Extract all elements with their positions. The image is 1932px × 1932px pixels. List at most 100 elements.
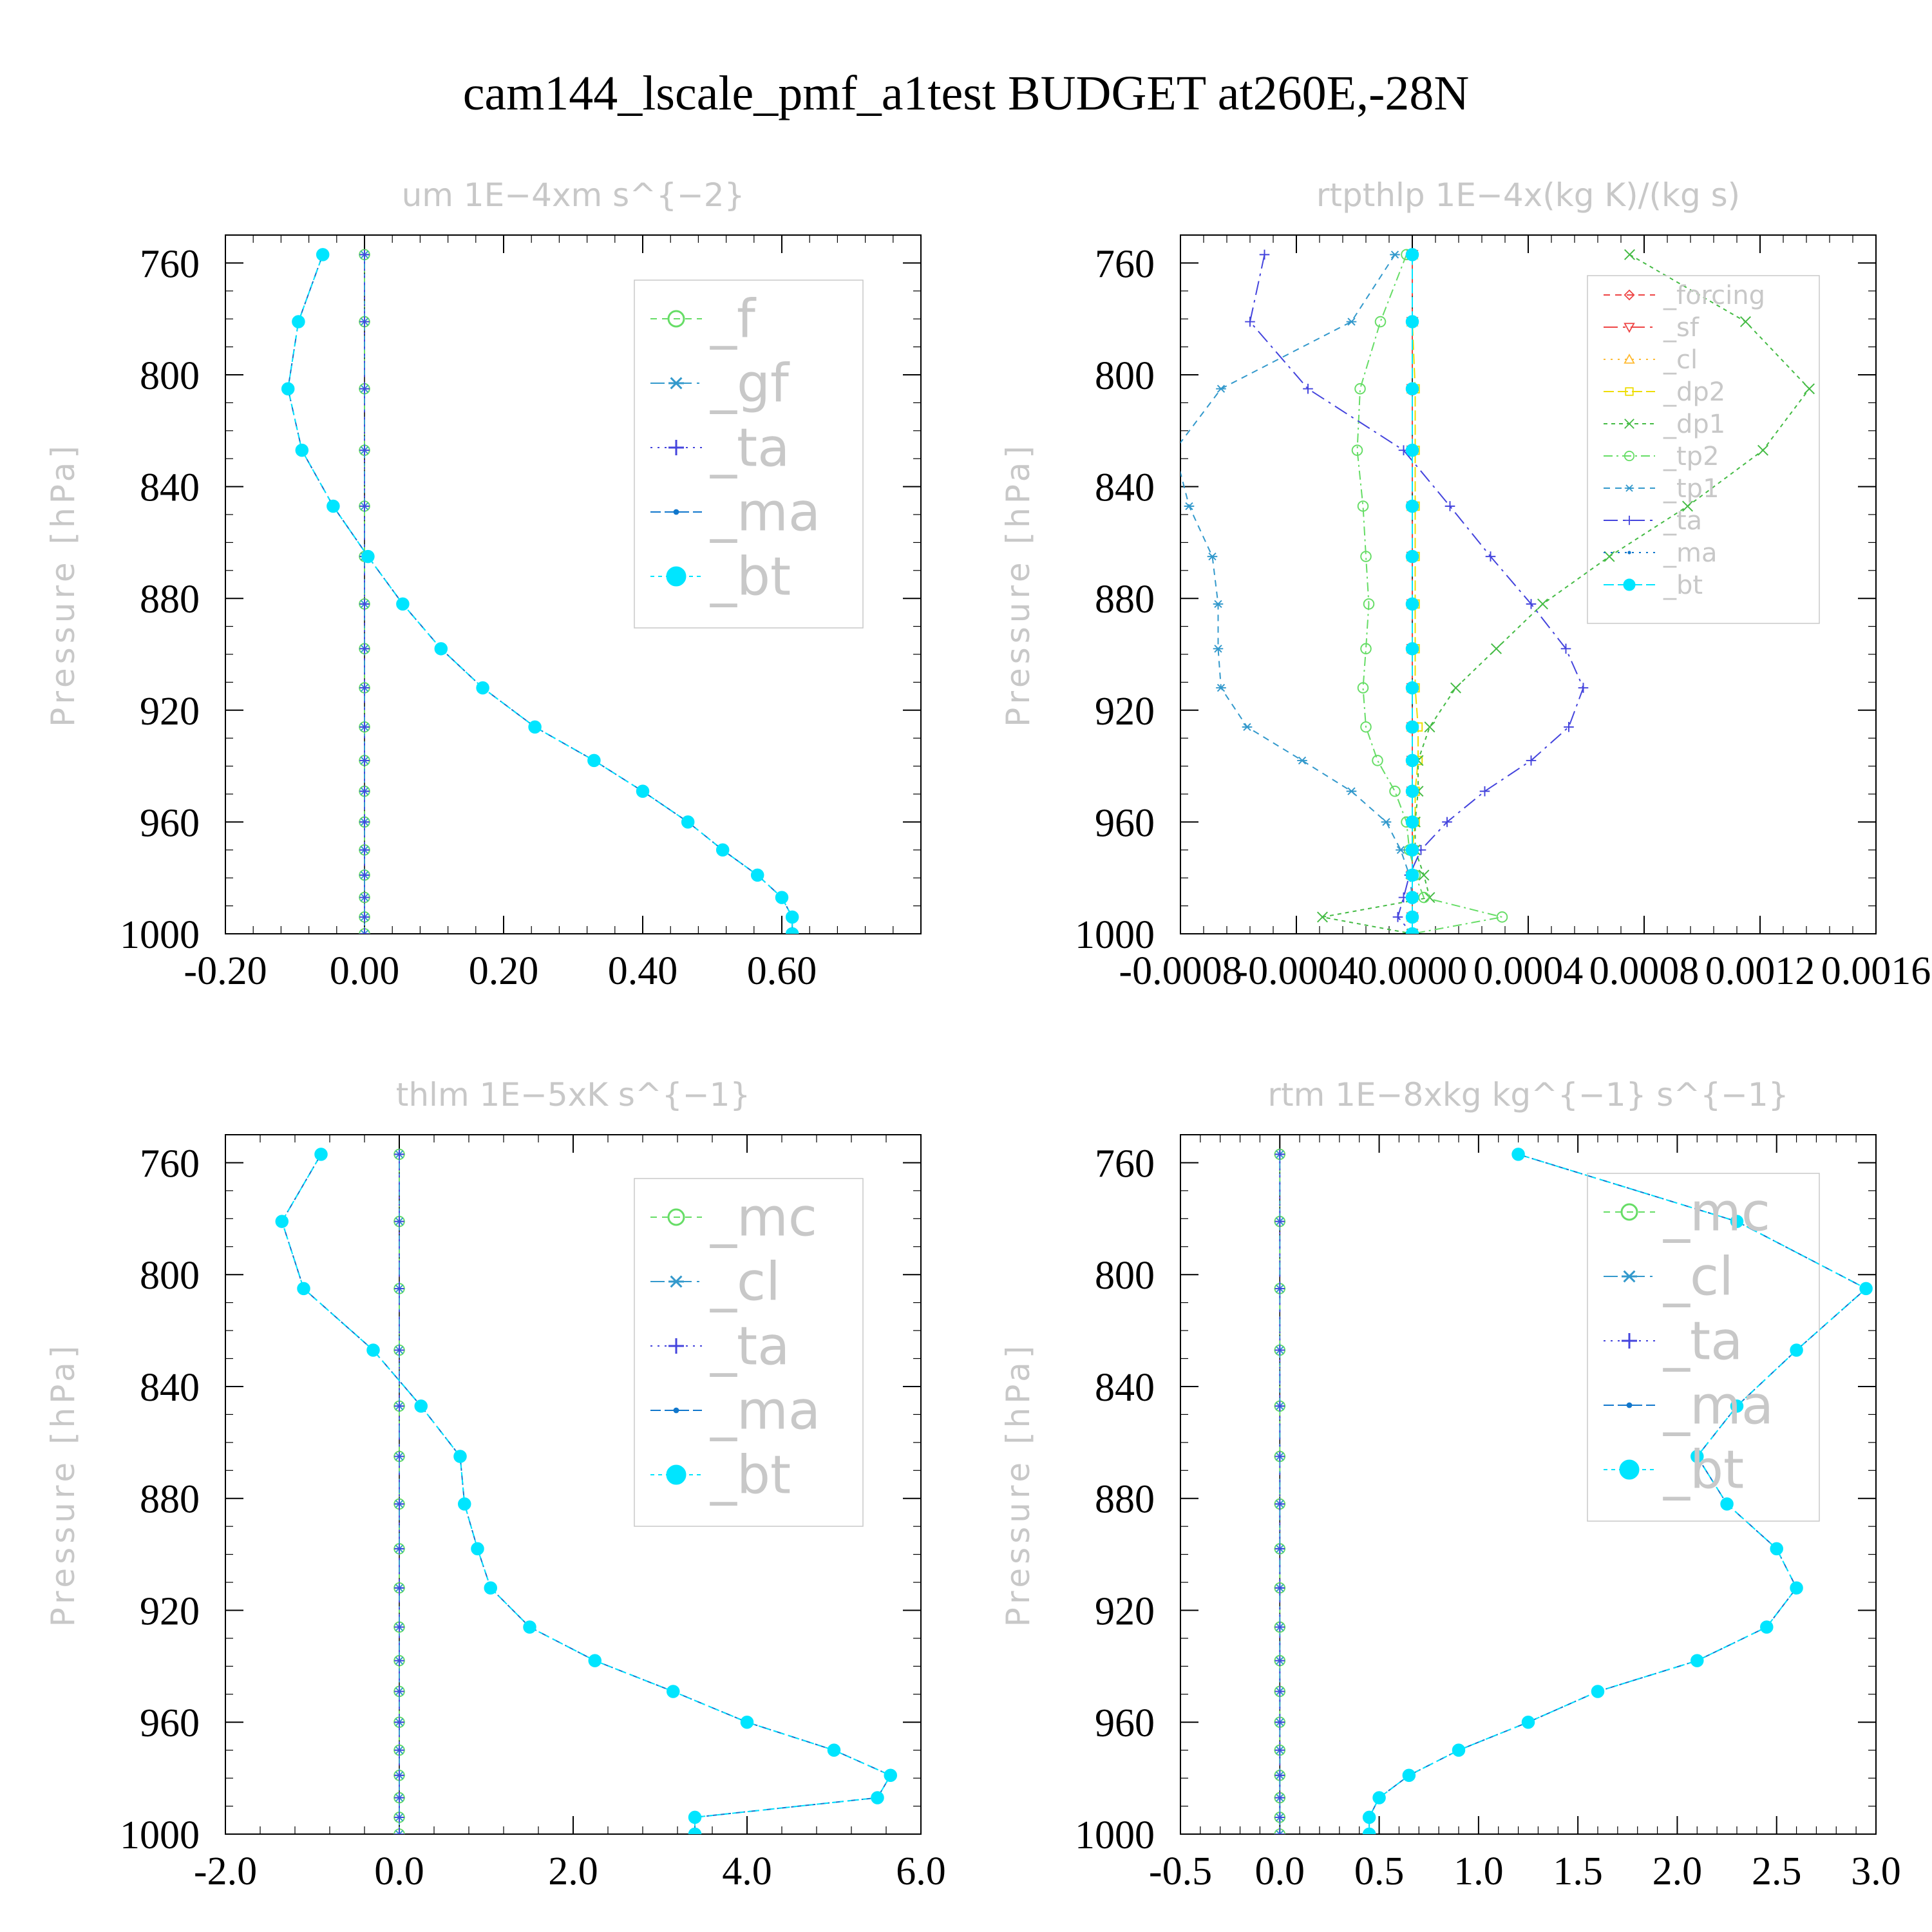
x-tick-label: -0.0008	[1119, 949, 1242, 993]
data-point	[1303, 383, 1313, 394]
data-point	[523, 1620, 536, 1634]
data-point	[1757, 444, 1768, 456]
data-point	[1526, 755, 1537, 766]
legend-item: _ma	[1604, 538, 1717, 568]
data-point	[396, 597, 410, 611]
x-tick-label: 3.0	[1851, 1850, 1901, 1893]
legend-label: _dp1	[1663, 410, 1725, 439]
y-tick-label: 800	[140, 354, 200, 398]
y-tick-label: 960	[140, 801, 200, 845]
panels: um 1E−4xm s^{−2} Pressure [hPa] 760 800 840 8…	[44, 176, 1931, 1893]
y-tick-label: 840	[140, 466, 200, 510]
data-point	[394, 1544, 404, 1554]
legend-box	[1587, 275, 1820, 624]
data-point	[1450, 682, 1461, 694]
x-tick-label: 2.5	[1752, 1850, 1802, 1893]
data-point	[1372, 1791, 1386, 1804]
data-point	[1362, 1827, 1376, 1834]
legend-label: _tp2	[1663, 442, 1719, 471]
data-point	[1360, 551, 1372, 562]
data-point	[1346, 317, 1357, 326]
data-point	[359, 249, 370, 260]
data-point	[1274, 1745, 1285, 1756]
data-point	[394, 1792, 404, 1803]
y-axis-label: Pressure [hPa]	[44, 442, 82, 727]
data-point	[688, 1827, 702, 1834]
legend-item: _cl	[650, 1252, 781, 1313]
data-point	[1381, 818, 1392, 826]
data-point	[1740, 316, 1751, 328]
data-point	[453, 1450, 467, 1463]
legend-item: _tp2	[1604, 442, 1719, 471]
y-tick-label: 920	[1095, 1589, 1155, 1633]
x-tick-label: 2.0	[1653, 1850, 1703, 1893]
y-tick-label: 960	[140, 1701, 200, 1745]
x-tick-label: 0.0004	[1473, 949, 1584, 993]
data-point	[1405, 443, 1419, 457]
data-point	[1405, 642, 1419, 656]
data-point	[1405, 315, 1419, 328]
series-group	[275, 1148, 897, 1834]
data-point	[1207, 552, 1218, 561]
data-point	[359, 786, 370, 797]
data-point	[1274, 1829, 1285, 1834]
legend-box	[634, 279, 864, 629]
data-point	[587, 753, 601, 768]
panel-2: rtpthlp 1E−4x(kg K)/(kg s) Pressure [hPa]…	[999, 176, 1931, 993]
x-tick-label: -0.5	[1149, 1850, 1212, 1893]
legend-marker	[1620, 1203, 1638, 1221]
legend-label: _ta	[710, 418, 790, 479]
data-point	[775, 891, 789, 904]
data-point	[359, 383, 370, 394]
x-tick-label: 0.0	[374, 1850, 424, 1893]
legend-marker	[1624, 419, 1634, 429]
x-tick-label: 0.00	[330, 949, 400, 993]
legend-label: _mc	[710, 1188, 817, 1249]
data-point	[314, 1148, 328, 1161]
data-point	[394, 1216, 404, 1227]
data-point	[1274, 1216, 1285, 1227]
x-tick-label: 0.20	[469, 949, 539, 993]
legend-label: _ta	[1663, 1311, 1743, 1372]
data-point	[1396, 846, 1406, 854]
legend: _mc_cl_ta_ma_bt	[634, 1178, 864, 1527]
data-point	[1405, 549, 1419, 564]
panel-title: rtm 1E−8xkg kg^{−1} s^{−1}	[1267, 1076, 1788, 1113]
legend-marker	[667, 310, 685, 328]
series-ta	[359, 249, 370, 934]
data-point	[359, 929, 370, 934]
data-point	[1405, 499, 1419, 513]
data-point	[1274, 1345, 1285, 1356]
data-point	[292, 315, 305, 328]
data-point	[275, 1215, 289, 1228]
legend-marker	[1626, 1402, 1633, 1408]
y-tick-label: 760	[1095, 242, 1155, 286]
data-point	[434, 642, 448, 656]
series-ta	[394, 1149, 404, 1834]
data-point	[295, 443, 309, 457]
data-point	[359, 892, 370, 903]
data-point	[366, 1343, 380, 1357]
data-point	[715, 843, 730, 857]
data-point	[394, 1345, 404, 1356]
data-point	[1389, 785, 1401, 797]
data-point	[1274, 1544, 1285, 1554]
series-bt	[1362, 1148, 1873, 1834]
data-point	[1346, 787, 1357, 795]
x-tick-label: 0.0012	[1705, 949, 1815, 993]
legend-item: _tp1	[1604, 474, 1719, 504]
data-point	[588, 1654, 601, 1667]
x-tick-label: 6.0	[896, 1850, 946, 1893]
legend-label: _gf	[710, 354, 790, 415]
legend-label: _ma	[1663, 538, 1717, 568]
data-point	[394, 1655, 404, 1666]
legend-label: _dp2	[1663, 377, 1725, 407]
data-point	[1405, 784, 1419, 798]
legend-item: _f	[650, 289, 757, 350]
series-bt	[281, 248, 799, 934]
figure-title: cam144_lscale_pmf_a1test BUDGET at260E,-…	[463, 66, 1470, 120]
data-point	[1317, 911, 1328, 923]
data-point	[1390, 251, 1400, 259]
data-point	[1362, 1810, 1376, 1824]
